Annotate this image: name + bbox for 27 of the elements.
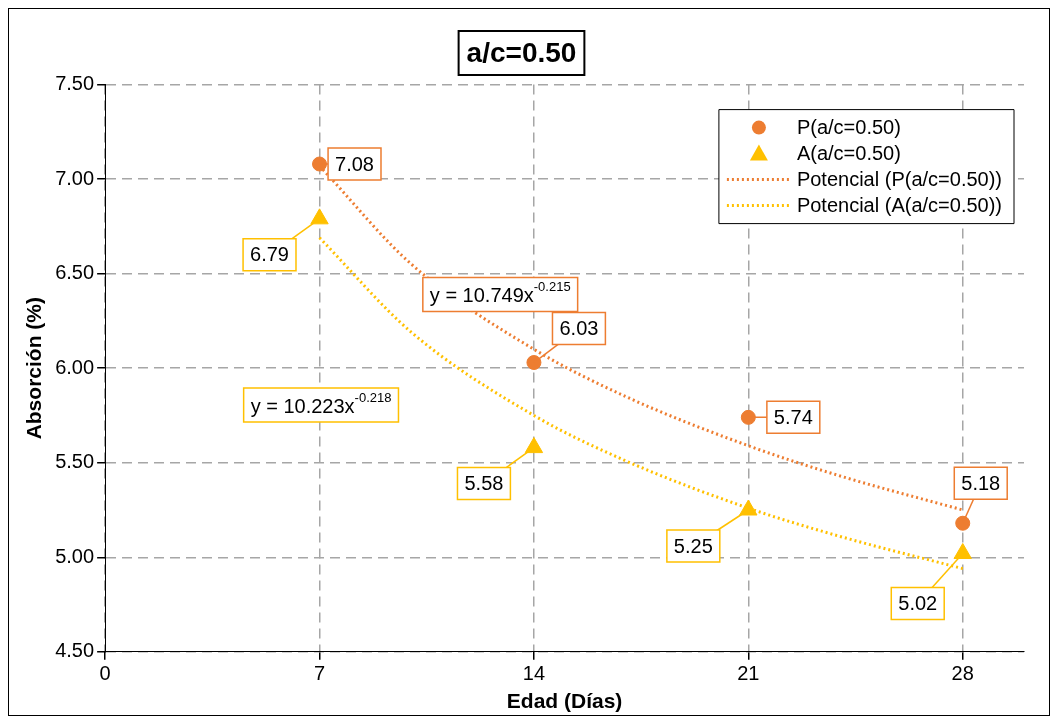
y-tick-label: 6.00 — [55, 355, 95, 378]
x-tick-label: 21 — [737, 662, 760, 685]
data-label: 5.02 — [898, 592, 938, 614]
x-tick-label: 28 — [951, 662, 974, 685]
data-label: 5.25 — [673, 534, 713, 557]
data-label: 7.08 — [335, 152, 374, 175]
data-label: 5.58 — [464, 472, 504, 495]
data-label: 6.79 — [250, 243, 289, 266]
legend-label: P(a/c=0.50) — [796, 116, 901, 139]
legend-label: Potencial (A(a/c=0.50)) — [796, 194, 1003, 217]
legend-label: Potencial (P(a/c=0.50)) — [796, 168, 1003, 191]
y-axis-title: Absorción (%) — [22, 297, 46, 440]
y-tick-label: 6.50 — [55, 261, 95, 284]
y-tick-label: 5.00 — [55, 544, 95, 567]
y-tick-label: 4.50 — [55, 639, 95, 662]
data-label: 6.03 — [559, 317, 599, 340]
data-label: 5.18 — [961, 471, 1001, 494]
x-tick-label: 0 — [99, 662, 111, 685]
legend-label: A(a/c=0.50) — [796, 142, 901, 165]
data-label: 5.74 — [773, 405, 813, 428]
chart-title: a/c=0.50 — [466, 36, 577, 68]
y-tick-label: 7.00 — [55, 166, 95, 189]
x-axis-title: Edad (Días) — [506, 689, 623, 713]
x-tick-label: 7 — [313, 662, 326, 685]
x-tick-label: 14 — [522, 662, 546, 685]
y-tick-label: 5.50 — [55, 450, 95, 473]
y-tick-label: 7.50 — [55, 72, 95, 95]
